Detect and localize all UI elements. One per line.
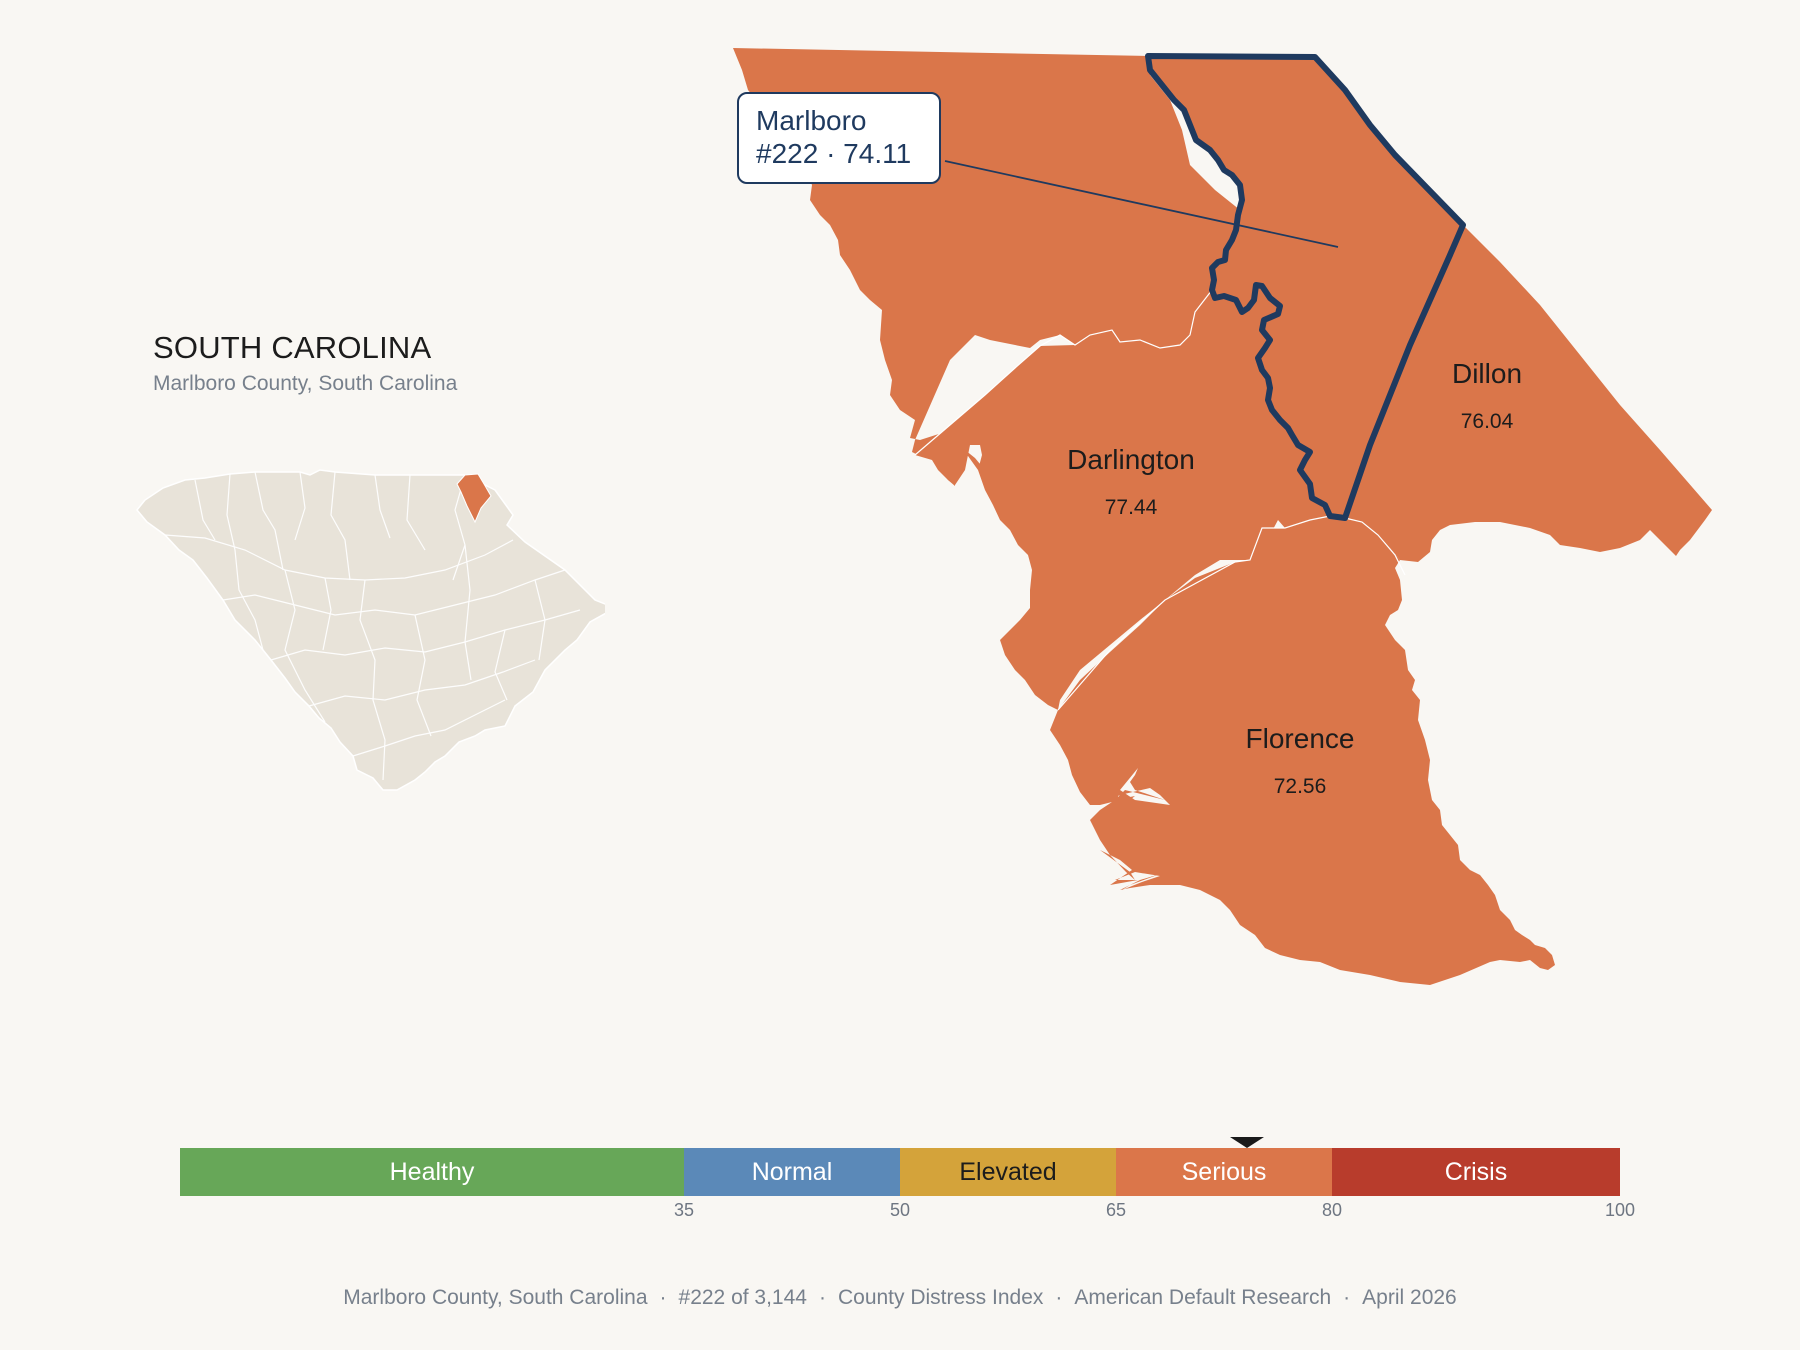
inset-highlight-marlboro <box>456 473 492 524</box>
footer-source: American Default Research <box>1074 1286 1332 1309</box>
county-labels: Darlington 77.44 Dillon 76.04 Florence 7… <box>1067 358 1522 798</box>
footer-rank: #222 of 3,144 <box>678 1286 807 1309</box>
legend-segment-normal: Normal <box>684 1148 900 1196</box>
county-score-florence: 72.56 <box>1274 775 1327 798</box>
state-locator-map <box>136 469 605 791</box>
legend-value-marker <box>1230 1137 1265 1148</box>
state-subtitle: Marlboro County, South Carolina <box>153 372 458 395</box>
county-shape-dillon <box>1345 225 1712 562</box>
legend-segment-healthy: Healthy <box>180 1148 684 1196</box>
focus-county-outline <box>1145 53 1466 521</box>
county-name-dillon: Dillon <box>1452 358 1522 389</box>
footer-county: Marlboro County, South Carolina <box>343 1286 648 1309</box>
county-score-dillon: 76.04 <box>1461 410 1514 433</box>
callout-county-name: Marlboro <box>756 105 867 136</box>
legend-tick-80: 80 <box>1321 1200 1343 1220</box>
callout-rank-score: #222 · 74.11 <box>756 138 912 169</box>
footer-index: County Distress Index <box>837 1286 1044 1309</box>
legend-segment-serious: Serious <box>1116 1148 1332 1196</box>
distress-legend: Healthy Normal Elevated Serious Crisis <box>180 1148 1620 1196</box>
state-title: SOUTH CAROLINA <box>153 330 432 365</box>
legend-segment-elevated: Elevated <box>900 1148 1116 1196</box>
focus-county-callout: Marlboro #222 · 74.11 <box>737 92 941 184</box>
county-borders <box>914 289 1406 711</box>
county-shape-florence <box>1050 516 1555 985</box>
legend-tick-100: 100 <box>1604 1200 1636 1220</box>
county-boundaries <box>164 471 581 781</box>
county-name-darlington: Darlington <box>1067 444 1195 475</box>
county-score-darlington: 77.44 <box>1105 496 1158 519</box>
footer: Marlboro County, South Carolina · #222 of … <box>343 1286 1457 1309</box>
county-shape-darlington <box>915 285 1330 710</box>
county-name-florence: Florence <box>1246 723 1355 754</box>
legend-tick-50: 50 <box>889 1200 911 1220</box>
footer-date: April 2026 <box>1362 1286 1457 1309</box>
legend-tick-65: 65 <box>1105 1200 1127 1220</box>
legend-segment-crisis: Crisis <box>1332 1148 1620 1196</box>
legend-tick-35: 35 <box>673 1200 695 1220</box>
callout-leader-line <box>944 160 1339 248</box>
